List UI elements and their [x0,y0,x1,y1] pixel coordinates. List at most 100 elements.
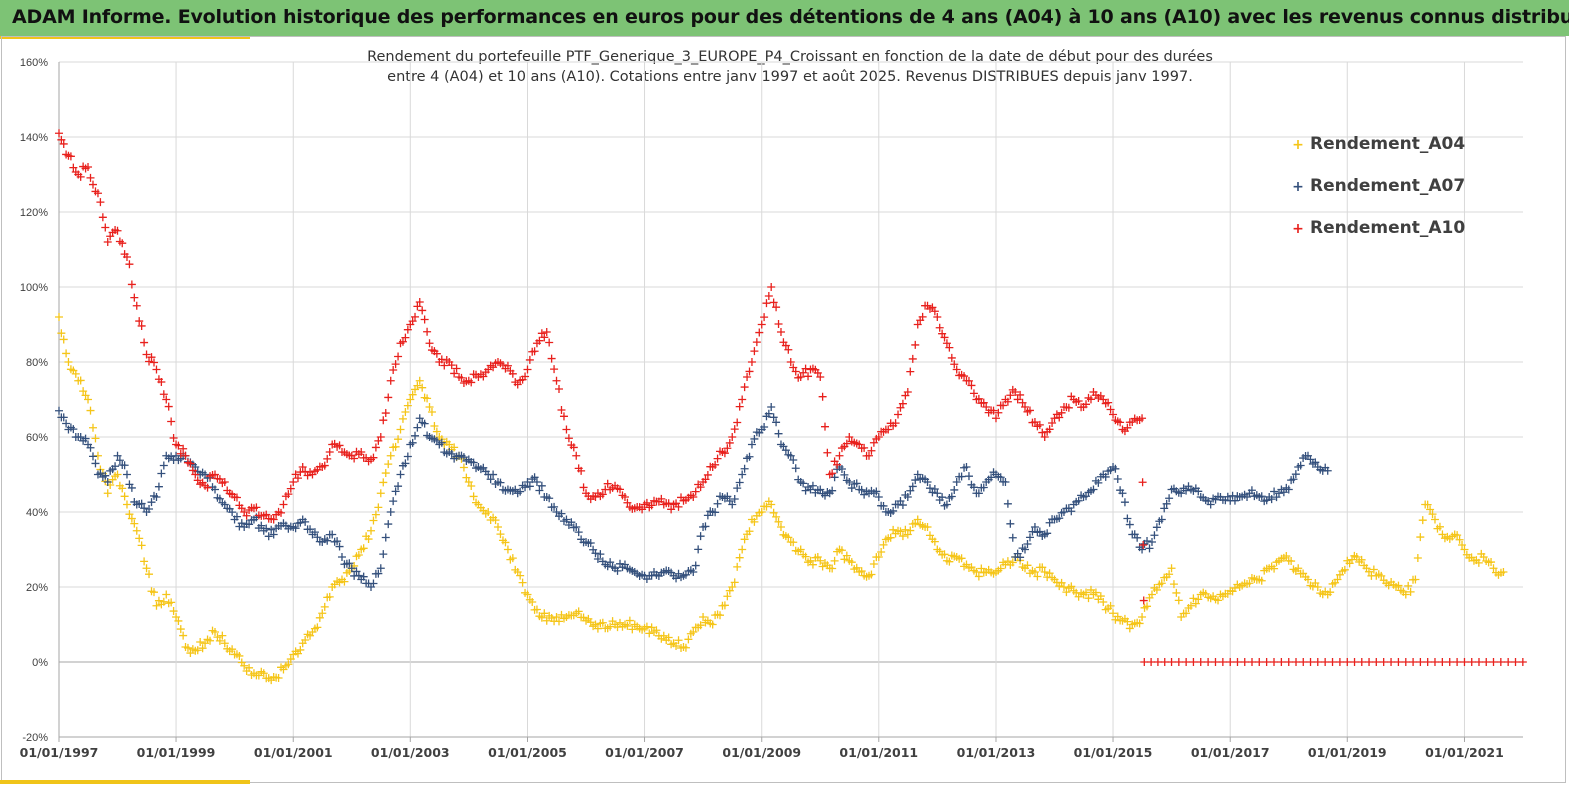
data-point-rendement-a04 [845,556,861,574]
legend-marker-a07: + [1292,179,1304,195]
legend-item-a07: + Rendement_A07 [1290,176,1465,218]
data-point-rendement-a10 [1167,658,1198,666]
data-point-rendement-a07 [952,463,969,486]
data-point-rendement-a10 [181,451,197,475]
data-point-rendement-a04 [952,553,969,571]
data-point-rendement-a04 [1196,588,1213,602]
data-point-rendement-a10 [903,340,920,396]
data-point-rendement-a07 [1079,486,1095,501]
data-point-rendement-a07 [923,478,939,497]
data-point-rendement-a07 [767,403,783,438]
data-point-rendement-a07 [337,553,354,569]
data-point-rendement-a07 [855,485,871,499]
x-tick-label: 01/01/2001 [254,745,333,760]
data-point-rendement-a04 [386,435,403,460]
data-point-rendement-a07 [1294,451,1310,471]
data-point-rendement-a04 [747,508,764,526]
data-point-rendement-a04 [1177,603,1193,621]
data-point-rendement-a10 [825,457,842,479]
data-point-rendement-a07 [1323,466,1332,475]
data-point-rendement-a10 [113,226,129,259]
data-point-rendement-a07 [357,572,373,588]
page-title: ADAM Informe. Evolution historique des p… [12,6,1569,28]
data-point-rendement-a04 [923,523,939,546]
data-point-rendement-a04 [201,626,217,648]
data-point-rendement-a10 [1089,388,1105,402]
data-point-rendement-a04 [718,586,734,610]
data-point-rendement-a04 [572,607,588,622]
data-point-rendement-a10 [796,364,813,381]
data-point-rendement-a10 [640,498,656,512]
data-point-rendement-a04 [1167,564,1183,605]
data-point-rendement-a04 [1303,575,1320,591]
x-tick-label: 01/01/2021 [1425,745,1504,760]
data-point-rendement-a10 [991,401,1008,423]
data-point-rendement-a10 [816,373,832,457]
data-point-rendement-a04 [181,643,197,658]
x-tick-label: 01/01/2019 [1308,745,1387,760]
data-point-rendement-a04 [464,478,481,507]
data-point-rendement-a04 [1479,553,1496,567]
data-point-rendement-a10 [523,347,539,374]
data-point-rendement-a04 [855,567,871,581]
y-tick-label: 100% [20,282,48,294]
data-point-rendement-a07 [884,500,900,517]
data-point-rendement-a10 [601,479,617,494]
data-point-rendement-a04 [220,639,237,656]
data-point-rendement-a07 [55,406,71,428]
data-point-rendement-a07 [757,409,773,434]
data-point-rendement-a04 [162,590,178,616]
data-point-rendement-a04 [1069,586,1086,601]
data-point-rendement-a07 [562,515,578,532]
data-point-rendement-a07 [972,483,988,498]
accent-bar-bottom [0,780,250,784]
data-point-rendement-a04 [1421,500,1437,519]
data-point-rendement-a04 [611,618,627,632]
data-point-rendement-a04 [103,472,120,498]
y-tick-label: 0% [32,657,48,669]
data-point-rendement-a07 [93,469,110,482]
legend-label-a07: Rendement_A07 [1310,176,1466,196]
data-point-rendement-a10 [1079,393,1095,411]
data-point-rendement-a04 [1411,516,1427,584]
data-point-rendement-a04 [1265,558,1281,573]
data-point-rendement-a07 [1274,483,1291,498]
data-point-rendement-a07 [1011,544,1027,562]
data-point-rendement-a10 [982,403,998,417]
data-point-rendement-a04 [308,613,324,636]
data-point-rendement-a04 [347,551,363,573]
x-tick-label: 01/01/2011 [839,745,918,760]
data-point-rendement-a04 [933,545,949,559]
data-point-rendement-a04 [1030,563,1047,581]
data-point-rendement-a10 [1313,658,1344,666]
data-point-rendement-a04 [513,568,530,597]
data-point-rendement-a04 [367,503,383,535]
data-point-rendement-a04 [1323,578,1340,599]
x-tick-label: 01/01/2005 [488,745,567,760]
data-point-rendement-a10 [884,419,900,434]
data-point-rendement-a07 [425,433,441,445]
data-point-rendement-a07 [493,478,510,495]
data-point-rendement-a04 [1255,564,1271,585]
data-point-rendement-a04 [591,618,607,633]
header-bar: ADAM Informe. Evolution historique des p… [0,0,1569,36]
data-point-rendement-a07 [113,451,129,470]
data-point-rendement-a04 [1206,592,1223,605]
data-point-rendement-a07 [513,481,530,498]
data-point-rendement-a10 [1021,403,1037,427]
legend-marker-a10: + [1292,221,1304,237]
data-point-rendement-a10 [132,301,149,347]
data-point-rendement-a10 [933,313,949,342]
data-point-rendement-a10 [279,484,295,509]
data-point-rendement-a04 [874,535,890,561]
data-point-rendement-a04 [406,381,422,404]
data-point-rendement-a07 [1265,487,1281,504]
data-point-rendement-a07 [259,524,276,541]
data-point-rendement-a10 [952,365,969,381]
data-point-rendement-a10 [503,361,520,387]
data-point-rendement-a07 [1235,490,1252,501]
legend-label-a04: Rendement_A04 [1310,134,1466,154]
x-tick-label: 01/01/2007 [605,745,684,760]
chart-title-line1: Rendement du portefeuille PTF_Generique_… [367,49,1213,65]
data-point-rendement-a07 [982,468,998,486]
